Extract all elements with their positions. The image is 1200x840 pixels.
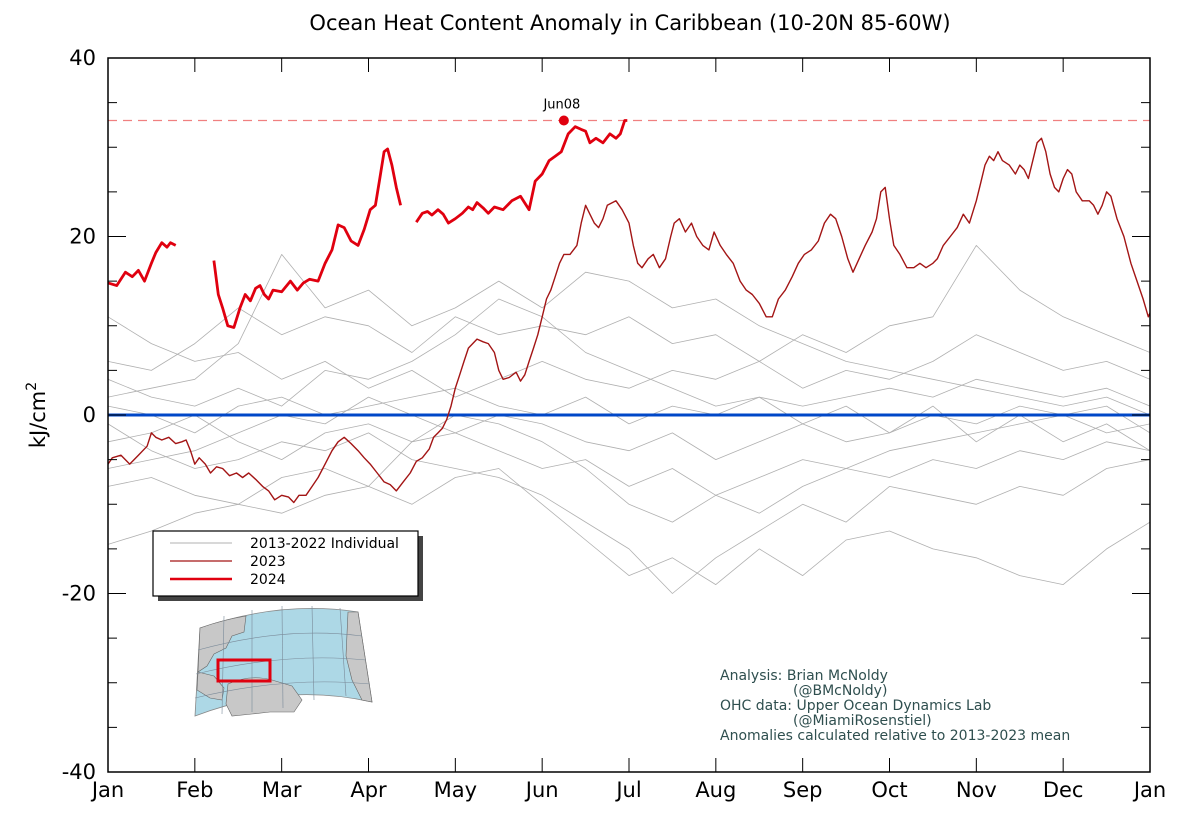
legend-box bbox=[152, 530, 419, 597]
series-2013-2022-individual-line-1 bbox=[108, 423, 1150, 594]
x-tick-label: Aug bbox=[695, 778, 736, 802]
series-2024-line-0 bbox=[108, 241, 177, 287]
y-tick-label: 0 bbox=[83, 403, 96, 427]
x-tick-label: Jul bbox=[614, 778, 641, 802]
svg-text:kJ/cm2: kJ/cm2 bbox=[24, 382, 50, 448]
y-axis-label: kJ/cm2 bbox=[24, 382, 50, 448]
series-2013-2022-individual-line-7 bbox=[108, 414, 1150, 523]
y-axis-label-superscript: 2 bbox=[24, 382, 40, 391]
legend-label-2023: 2023 bbox=[250, 554, 286, 570]
map-land-africa bbox=[345, 611, 373, 703]
x-tick-label: Dec bbox=[1043, 778, 1084, 802]
latest-point-label: Jun08 bbox=[542, 97, 580, 112]
legend: 2013-2022 Individual 2023 2024 bbox=[152, 530, 423, 601]
series-2013-2022-individual-line-9 bbox=[108, 396, 1150, 469]
series-2013-2022-individual bbox=[108, 245, 1150, 594]
legend-label-individual: 2013-2022 Individual bbox=[250, 536, 399, 552]
inset-map bbox=[194, 605, 373, 717]
series-2013-2022-individual-line-4 bbox=[108, 254, 1150, 416]
series-2024 bbox=[108, 119, 628, 329]
y-tick-label: 20 bbox=[69, 225, 96, 249]
x-tick-label: Apr bbox=[350, 778, 387, 802]
x-tick-label: Oct bbox=[871, 778, 907, 802]
y-tick-label: 40 bbox=[69, 46, 96, 70]
latest-point-marker bbox=[558, 115, 569, 126]
x-tick-label: Jan bbox=[1132, 778, 1166, 802]
credit-analysis-handle: (@BMcNoldy) bbox=[793, 683, 887, 699]
chart-title: Ocean Heat Content Anomaly in Caribbean … bbox=[309, 11, 950, 35]
series-2023 bbox=[108, 137, 1150, 504]
x-tick-label: Nov bbox=[956, 778, 997, 802]
series-2024-line-1 bbox=[212, 147, 402, 329]
x-tick-label: Mar bbox=[262, 778, 302, 802]
map-region-box bbox=[216, 658, 272, 683]
x-tick-labels: Jan Feb Mar Apr May Jun Jul Aug Sep Oct Nov Dec Jan bbox=[90, 778, 1166, 802]
x-tick-label: Jun bbox=[524, 778, 559, 802]
y-axis-label-text: kJ/cm bbox=[26, 391, 50, 448]
latest-point-annotation: Jun08 bbox=[542, 97, 580, 126]
x-tick-label: May bbox=[434, 778, 477, 802]
x-tick-label: Feb bbox=[176, 778, 213, 802]
series-2013-2022-individual-line-6 bbox=[108, 298, 1150, 452]
y-tick-labels: -40 -20 0 20 40 bbox=[62, 46, 96, 784]
series-2013-2022-individual-line-3 bbox=[108, 245, 1150, 371]
series-2013-2022-individual-line-0 bbox=[108, 468, 1150, 585]
series-2023-line-0 bbox=[108, 137, 1150, 504]
series-2013-2022-individual-line-5 bbox=[108, 414, 1150, 505]
credit-baseline-note: Anomalies calculated relative to 2013-20… bbox=[720, 728, 1070, 744]
x-tick-label: Sep bbox=[783, 778, 823, 802]
series-2013-2022-individual-line-2 bbox=[108, 316, 1150, 398]
credit-analysis: Analysis: Brian McNoldy bbox=[720, 668, 888, 684]
series-2013-2022-individual-line-8 bbox=[108, 378, 1150, 434]
x-tick-label: Jan bbox=[90, 778, 124, 802]
plot-axes bbox=[107, 57, 1151, 773]
credit-data: OHC data: Upper Ocean Dynamics Lab bbox=[720, 698, 991, 714]
credit-data-handle: (@MiamiRosenstiel) bbox=[793, 713, 932, 729]
legend-label-2024: 2024 bbox=[250, 572, 286, 588]
credits: Analysis: Brian McNoldy (@BMcNoldy) OHC … bbox=[720, 668, 1070, 744]
y-tick-label: -40 bbox=[62, 760, 96, 784]
y-tick-label: -20 bbox=[62, 582, 96, 606]
series-2024-line-2 bbox=[415, 119, 628, 225]
